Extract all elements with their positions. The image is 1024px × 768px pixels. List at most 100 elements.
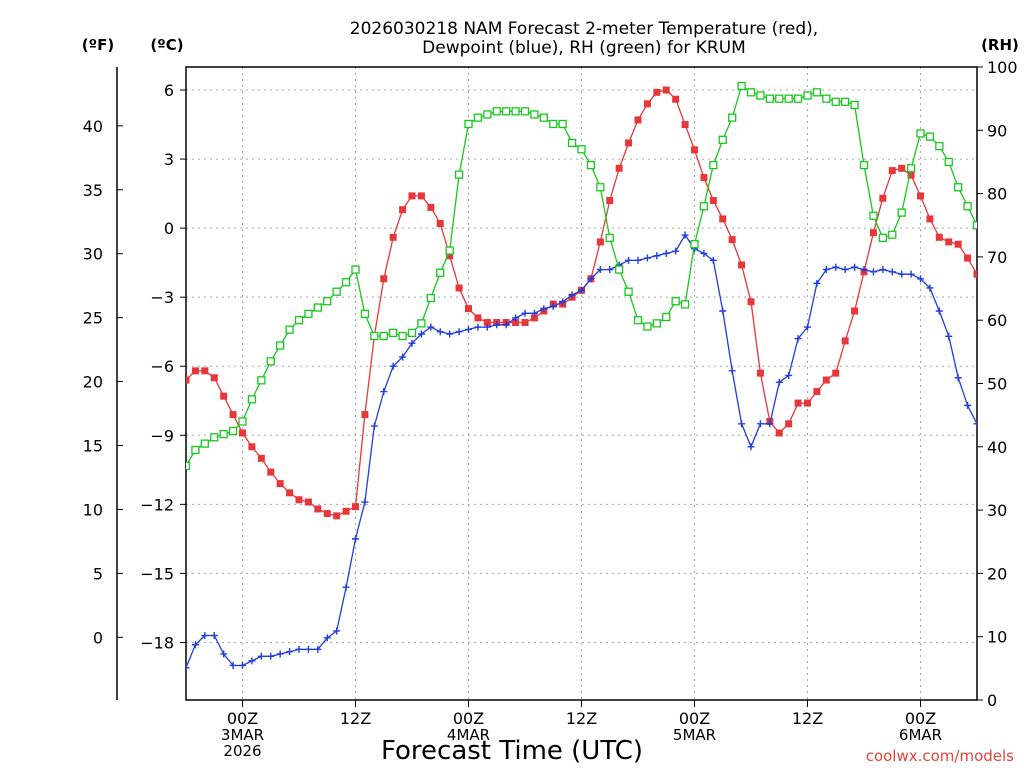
rh-unit-label: (RH): [981, 36, 1019, 54]
temperature-marker: [474, 314, 482, 322]
dewpoint-marker: [512, 314, 520, 322]
rh-marker: [210, 433, 219, 442]
time-tick-label: 00Z: [227, 709, 258, 728]
rh-marker: [624, 287, 633, 296]
rh-tick-label: 50: [987, 375, 1007, 394]
fahrenheit-tick-label: 10: [83, 500, 103, 519]
fahrenheit-tick-label: 25: [83, 309, 103, 328]
rh-marker: [186, 461, 191, 470]
fahrenheit-tick-label: 30: [83, 245, 103, 264]
temperature-marker: [643, 100, 651, 108]
temperature-marker: [728, 236, 736, 244]
rh-marker: [520, 107, 530, 116]
rh-marker: [652, 319, 661, 328]
rh-marker: [219, 429, 228, 439]
dewpoint-marker: [417, 330, 425, 338]
dewpoint-marker: [898, 270, 906, 278]
rh-marker: [464, 119, 473, 129]
rh-marker: [935, 141, 944, 151]
dewpoint-marker: [643, 254, 651, 262]
time-tick-label: 12Z: [792, 709, 823, 728]
temperature-marker: [465, 305, 472, 313]
dewpoint-marker: [323, 634, 331, 642]
time-tick-label: 00Z: [453, 709, 484, 728]
time-tick-label: 2026: [223, 742, 261, 760]
dewpoint-marker: [267, 652, 275, 660]
rh-tick-label: 20: [987, 564, 1007, 583]
dewpoint-marker: [549, 302, 557, 310]
dewpoint-marker: [446, 330, 454, 338]
rh-tick-label: 90: [987, 121, 1007, 140]
rh-marker: [247, 395, 257, 404]
temperature-marker: [964, 254, 972, 262]
temperature-marker: [596, 238, 604, 246]
temperature-marker: [747, 298, 755, 306]
chart-title-line1: 2026030218 NAM Forecast 2-meter Temperat…: [350, 19, 818, 39]
rh-marker: [266, 357, 275, 366]
temperature-marker: [822, 376, 830, 384]
dewpoint-marker: [229, 661, 237, 669]
dewpoint-marker: [276, 650, 284, 658]
rh-marker: [436, 268, 445, 277]
series-line: [186, 233, 977, 669]
rh-marker: [577, 145, 586, 154]
celsius-tick-label: −18: [140, 633, 174, 652]
dewpoint-marker: [399, 353, 407, 361]
rh-marker: [944, 157, 953, 167]
temperature-marker: [615, 164, 623, 172]
credit-label: coolwx.com/models: [866, 747, 1014, 765]
rh-marker: [445, 246, 454, 255]
temperature-marker: [191, 367, 199, 375]
rh-marker: [728, 113, 737, 122]
temperature-marker: [653, 88, 661, 96]
time-tick-label: 6MAR: [899, 726, 942, 744]
temperature-marker: [333, 512, 341, 520]
dewpoint-marker: [578, 286, 585, 294]
temperature-marker: [512, 319, 520, 327]
dewpoint-marker: [502, 321, 510, 329]
dewpoint-marker: [596, 266, 604, 274]
temperature-marker: [436, 220, 444, 228]
rh-marker: [370, 331, 379, 341]
dewpoint-marker: [973, 420, 977, 428]
rh-marker: [426, 293, 435, 303]
celsius-tick-label: −12: [140, 495, 174, 514]
temperature-marker: [954, 240, 962, 248]
temperature-marker: [257, 454, 265, 462]
rh-marker: [812, 88, 822, 97]
rh-marker: [313, 303, 322, 312]
dewpoint-marker: [747, 443, 755, 451]
temperature-marker: [869, 229, 877, 237]
dewpoint-marker: [869, 268, 877, 276]
temperature-marker: [832, 369, 840, 377]
temperature-marker: [606, 197, 614, 205]
time-tick-label: 00Z: [679, 709, 710, 728]
dewpoint-marker: [662, 249, 670, 257]
dewpoint-marker: [728, 367, 736, 375]
dewpoint-marker: [239, 661, 246, 669]
time-tick-label: 4MAR: [447, 726, 490, 744]
rh-marker: [407, 328, 417, 338]
dewpoint-marker: [766, 420, 774, 428]
dewpoint-marker: [634, 256, 642, 264]
fahrenheit-tick-label: 20: [83, 373, 103, 392]
dewpoint-marker: [851, 263, 859, 271]
dewpoint-marker: [191, 641, 199, 649]
temperature-marker: [672, 95, 680, 103]
temperature-marker: [945, 238, 953, 246]
dewpoint-marker: [775, 378, 783, 386]
temperature-marker: [380, 275, 388, 283]
celsius-unit-label: (ºC): [150, 36, 183, 54]
rh-tick-label: 70: [987, 248, 1007, 267]
rh-marker: [596, 183, 605, 192]
rh-marker: [869, 211, 878, 220]
dewpoint-marker: [201, 632, 209, 640]
rh-marker: [803, 91, 812, 100]
temperature-marker: [427, 203, 435, 211]
rh-marker: [775, 94, 784, 103]
dewpoint-marker: [926, 284, 934, 292]
rh-marker: [859, 160, 869, 170]
rh-marker: [972, 221, 977, 230]
rh-marker: [633, 316, 643, 325]
